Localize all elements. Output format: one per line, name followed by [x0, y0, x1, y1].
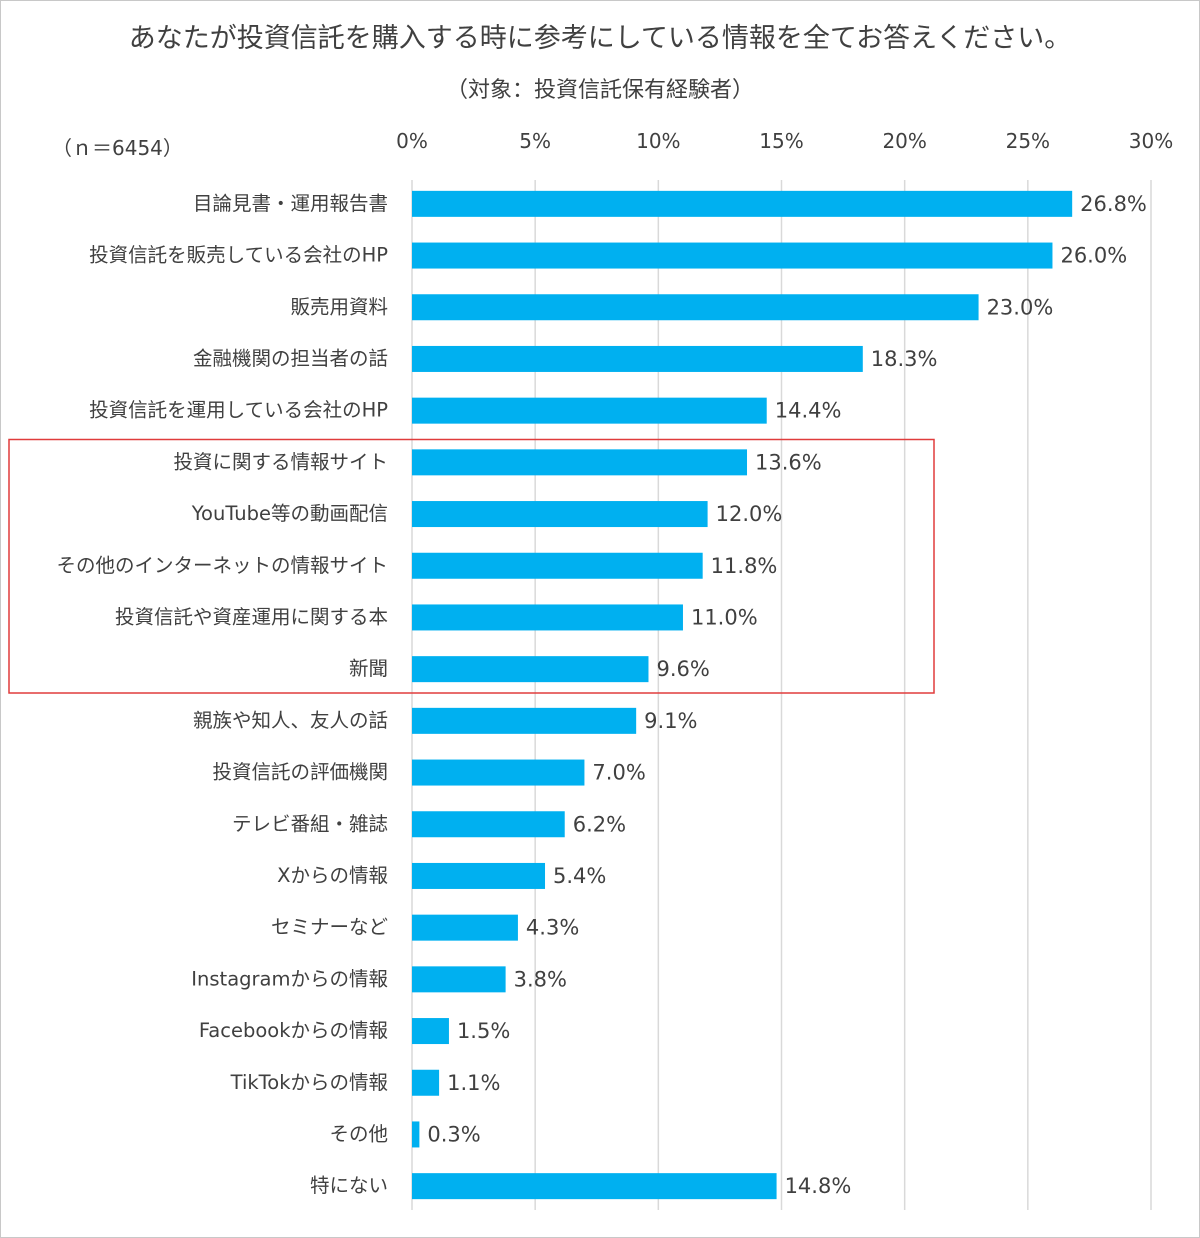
data-label: 9.6% — [656, 657, 709, 681]
data-label: 6.2% — [573, 812, 626, 836]
x-tick-label: 5% — [519, 129, 551, 153]
bar — [412, 1018, 449, 1045]
bar — [412, 914, 518, 941]
category-label: 投資信託を運用している会社のHP — [89, 399, 388, 422]
data-label: 23.0% — [987, 295, 1054, 319]
bar — [412, 501, 708, 528]
category-label: 投資に関する情報サイト — [173, 450, 388, 473]
bar — [412, 966, 506, 993]
category-label: TikTokからの情報 — [230, 1071, 388, 1094]
category-label: Facebookからの情報 — [199, 1019, 388, 1042]
data-label: 12.0% — [716, 502, 783, 526]
chart-title: あなたが投資信託を購入する時に参考にしている情報を全てお答えください。 — [128, 23, 1072, 54]
bar — [412, 1173, 777, 1200]
bar — [412, 604, 683, 631]
data-label: 9.1% — [644, 709, 697, 733]
highlight-box — [8, 438, 935, 694]
x-tick-label: 20% — [882, 129, 926, 153]
category-label: 投資信託や資産運用に関する本 — [115, 605, 388, 628]
category-label: テレビ番組・雑誌 — [232, 812, 388, 835]
sample-size-note: （ｎ＝6454） — [52, 136, 183, 160]
chart-subtitle: （対象：投資信託保有経験者） — [445, 78, 754, 103]
data-label: 4.3% — [526, 916, 579, 940]
bar — [412, 656, 649, 683]
x-tick-label: 0% — [396, 129, 428, 153]
category-label: セミナーなど — [271, 916, 388, 939]
data-label: 14.8% — [785, 1174, 852, 1198]
data-label: 11.0% — [691, 605, 758, 629]
data-label: 5.4% — [553, 864, 606, 888]
category-label: 金融機関の担当者の話 — [193, 347, 388, 370]
category-label: Instagramからの情報 — [191, 967, 388, 990]
category-label: 投資信託の評価機関 — [212, 761, 388, 784]
bar — [412, 759, 585, 786]
bar — [412, 397, 767, 424]
data-label: 13.6% — [755, 450, 822, 474]
category-label: 投資信託を販売している会社のHP — [89, 244, 388, 267]
bar — [412, 552, 703, 579]
bar — [412, 707, 637, 734]
data-label: 14.4% — [775, 399, 842, 423]
x-tick-label: 10% — [636, 129, 680, 153]
bar — [412, 190, 1073, 217]
category-label: 販売用資料 — [290, 295, 388, 318]
category-label: その他のインターネットの情報サイト — [56, 554, 388, 577]
category-label: 新聞 — [349, 657, 388, 680]
category-label: 親族や知人、友人の話 — [193, 709, 388, 732]
data-label: 26.8% — [1080, 192, 1147, 216]
data-label: 18.3% — [871, 347, 938, 371]
bar — [412, 449, 748, 476]
x-tick-label: 15% — [759, 129, 803, 153]
category-label: その他 — [329, 1122, 388, 1145]
bar — [412, 345, 863, 372]
bar — [412, 862, 546, 889]
bar — [412, 242, 1053, 269]
data-label: 26.0% — [1060, 244, 1127, 268]
bar — [412, 811, 565, 838]
category-label: 特にない — [310, 1174, 388, 1197]
data-label: 1.5% — [457, 1019, 510, 1043]
x-tick-label: 30% — [1129, 129, 1173, 153]
category-label: 目論見書・運用報告書 — [193, 192, 388, 215]
data-label: 11.8% — [711, 554, 778, 578]
data-label: 3.8% — [514, 967, 567, 991]
data-label: 1.1% — [447, 1071, 500, 1095]
category-label: YouTube等の動画配信 — [191, 502, 388, 525]
category-label: Xからの情報 — [277, 864, 388, 887]
bar — [412, 1121, 420, 1148]
x-tick-label: 25% — [1006, 129, 1050, 153]
bar — [412, 294, 979, 321]
bar — [412, 1069, 440, 1096]
data-label: 0.3% — [427, 1122, 480, 1146]
data-label: 7.0% — [592, 761, 645, 785]
